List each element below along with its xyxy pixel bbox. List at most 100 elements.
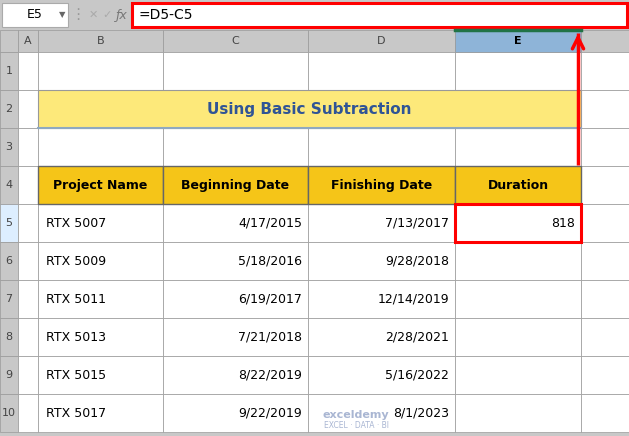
Text: D: D: [377, 36, 386, 46]
Bar: [308, 90, 455, 128]
Bar: [581, 280, 629, 318]
Bar: [132, 3, 627, 27]
Bar: [163, 30, 308, 52]
Bar: [18, 318, 38, 356]
Bar: [581, 318, 629, 356]
Bar: [308, 166, 455, 204]
Text: RTX 5007: RTX 5007: [46, 217, 106, 229]
Text: 9/22/2019: 9/22/2019: [238, 406, 302, 419]
Bar: [18, 280, 38, 318]
Bar: [163, 90, 308, 128]
Bar: [18, 90, 38, 128]
Bar: [163, 242, 308, 280]
Bar: [38, 204, 163, 242]
Bar: [581, 242, 629, 280]
Bar: [308, 242, 455, 280]
Bar: [581, 128, 629, 166]
Text: exceldemy: exceldemy: [323, 410, 389, 420]
Text: Beginning Date: Beginning Date: [181, 178, 289, 191]
Bar: [38, 90, 163, 128]
Bar: [0, 128, 18, 166]
Text: 818: 818: [551, 217, 575, 229]
Bar: [0, 204, 18, 242]
Text: C: C: [231, 36, 240, 46]
Text: EXCEL · DATA · BI: EXCEL · DATA · BI: [323, 420, 389, 429]
Text: ƒx: ƒx: [116, 8, 128, 21]
Text: 2/28/2021: 2/28/2021: [385, 330, 449, 344]
Bar: [0, 242, 18, 280]
Text: 5/18/2016: 5/18/2016: [238, 255, 302, 268]
Text: Duration: Duration: [487, 178, 548, 191]
Bar: [18, 204, 38, 242]
Text: RTX 5013: RTX 5013: [46, 330, 106, 344]
Bar: [581, 30, 629, 52]
Bar: [38, 30, 163, 52]
Text: Using Basic Subtraction: Using Basic Subtraction: [207, 102, 412, 116]
Bar: [581, 90, 629, 128]
Bar: [308, 394, 455, 432]
Bar: [0, 90, 18, 128]
Bar: [163, 280, 308, 318]
Text: E5: E5: [27, 8, 43, 21]
Text: Project Name: Project Name: [53, 178, 148, 191]
Bar: [18, 356, 38, 394]
Bar: [38, 166, 163, 204]
Bar: [163, 52, 308, 90]
Bar: [38, 356, 163, 394]
Bar: [163, 394, 308, 432]
Bar: [455, 166, 581, 204]
Bar: [0, 52, 18, 90]
Bar: [455, 90, 581, 128]
Bar: [0, 166, 18, 204]
Text: Finishing Date: Finishing Date: [331, 178, 432, 191]
Text: 1: 1: [6, 66, 13, 76]
Bar: [455, 128, 581, 166]
Text: 5/16/2022: 5/16/2022: [385, 368, 449, 382]
Bar: [455, 204, 581, 242]
Bar: [18, 30, 38, 52]
Bar: [38, 242, 163, 280]
Bar: [0, 30, 18, 52]
Bar: [308, 356, 455, 394]
Bar: [455, 52, 581, 90]
Bar: [163, 166, 308, 204]
Bar: [163, 318, 308, 356]
Bar: [163, 128, 308, 166]
Text: ▼: ▼: [58, 10, 65, 20]
Text: ✓: ✓: [103, 10, 112, 20]
Bar: [18, 394, 38, 432]
Text: 2: 2: [6, 104, 13, 114]
Bar: [581, 166, 629, 204]
Text: 7: 7: [6, 294, 13, 304]
Text: RTX 5017: RTX 5017: [46, 406, 106, 419]
Bar: [308, 52, 455, 90]
Bar: [581, 394, 629, 432]
Bar: [455, 166, 581, 204]
Text: 3: 3: [6, 142, 13, 152]
Bar: [455, 318, 581, 356]
Bar: [38, 394, 163, 432]
Text: A: A: [24, 36, 32, 46]
Text: 6/19/2017: 6/19/2017: [238, 293, 302, 306]
Bar: [308, 30, 455, 52]
Text: ✕: ✕: [88, 10, 97, 20]
Text: 8/22/2019: 8/22/2019: [238, 368, 302, 382]
Bar: [38, 318, 163, 356]
Text: RTX 5009: RTX 5009: [46, 255, 106, 268]
Bar: [163, 204, 308, 242]
Bar: [0, 356, 18, 394]
Text: 9: 9: [6, 370, 13, 380]
Text: 4/17/2015: 4/17/2015: [238, 217, 302, 229]
Text: E: E: [514, 36, 522, 46]
Bar: [18, 242, 38, 280]
Bar: [38, 52, 163, 90]
Bar: [38, 280, 163, 318]
Bar: [455, 356, 581, 394]
Text: =D5-C5: =D5-C5: [139, 8, 194, 22]
Text: 4: 4: [6, 180, 13, 190]
Bar: [38, 166, 163, 204]
Text: B: B: [97, 36, 104, 46]
Bar: [308, 166, 455, 204]
Text: ⋮: ⋮: [70, 7, 86, 23]
Text: 8/1/2023: 8/1/2023: [393, 406, 449, 419]
